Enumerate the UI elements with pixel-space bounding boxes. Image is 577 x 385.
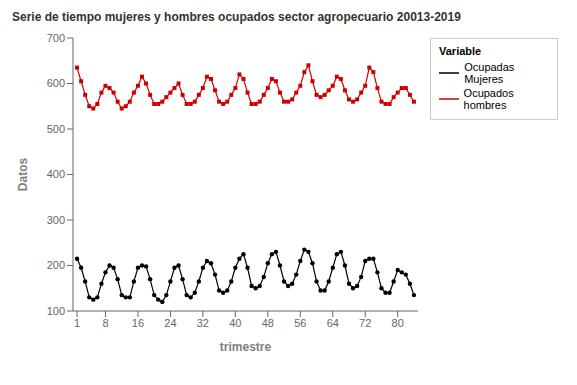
svg-text:600: 600 <box>47 77 65 89</box>
svg-text:300: 300 <box>47 214 65 226</box>
svg-text:500: 500 <box>47 123 65 135</box>
svg-text:64: 64 <box>327 317 339 329</box>
svg-text:200: 200 <box>47 259 65 271</box>
svg-text:1: 1 <box>74 317 80 329</box>
html-text:Ocupadas Mujeres: Ocupadas Mujeres <box>464 61 515 85</box>
svg-text:400: 400 <box>47 168 65 180</box>
svg-text:40: 40 <box>229 317 241 329</box>
svg-text:56: 56 <box>294 317 306 329</box>
svg-text:trimestre: trimestre <box>220 340 272 354</box>
svg-text:700: 700 <box>47 32 65 44</box>
svg-text:8: 8 <box>102 317 108 329</box>
svg-text:Datos: Datos <box>16 158 30 192</box>
html-text:Serie de tiempo mujeres y homb: Serie de tiempo mujeres y hombres ocupad… <box>12 10 461 24</box>
svg-text:72: 72 <box>359 317 371 329</box>
svg-text:80: 80 <box>392 317 404 329</box>
svg-text:24: 24 <box>164 317 176 329</box>
svg-text:48: 48 <box>262 317 274 329</box>
html-text:Ocupados hombres: Ocupados hombres <box>463 87 514 111</box>
svg-text:32: 32 <box>197 317 209 329</box>
svg-text:16: 16 <box>132 317 144 329</box>
svg-text:100: 100 <box>47 305 65 317</box>
html-text:Variable: Variable <box>439 45 482 57</box>
